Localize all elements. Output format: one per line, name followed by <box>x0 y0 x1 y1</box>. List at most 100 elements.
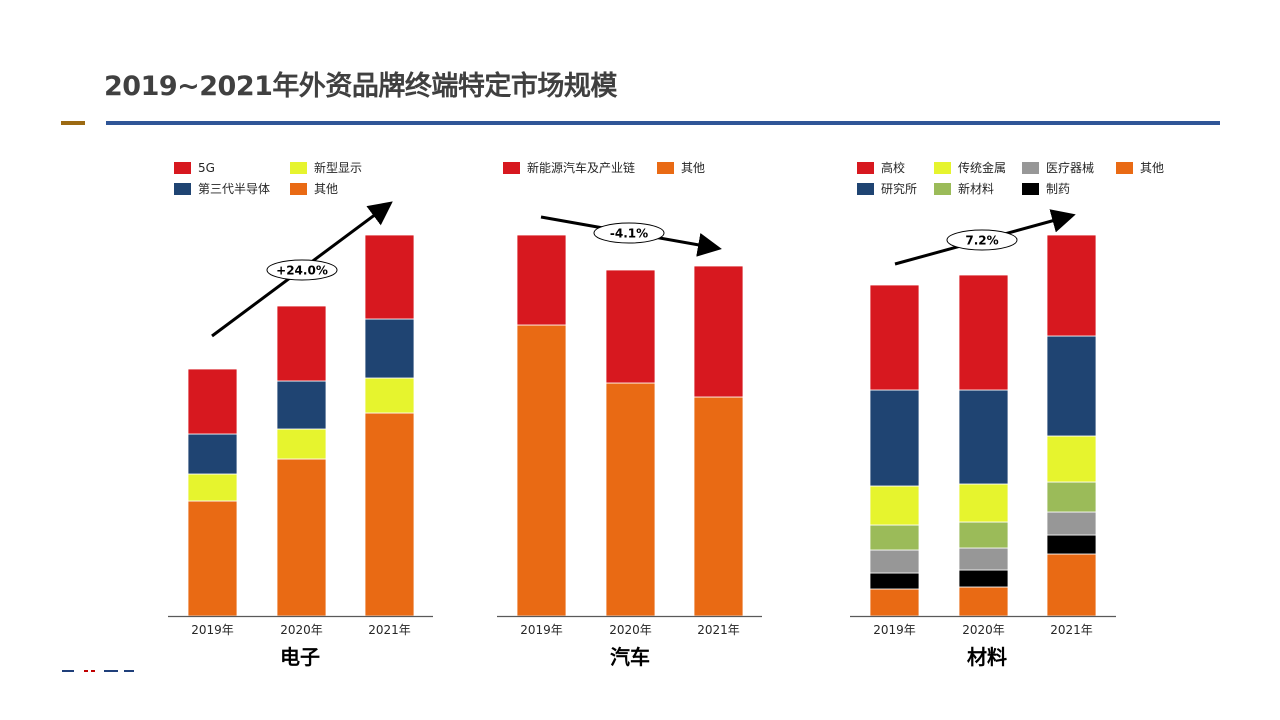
footer-logo-mark <box>62 670 137 673</box>
x-tick-label: 2019年 <box>520 623 563 637</box>
legend-item: 医疗器械 <box>1022 160 1094 175</box>
bar-segment <box>869 485 920 526</box>
x-tick-label: 2021年 <box>1050 623 1093 637</box>
legend-label: 其他 <box>314 182 338 196</box>
legend-label: 医疗器械 <box>1046 160 1094 175</box>
bar-segment <box>276 380 327 430</box>
bar-segment <box>1046 481 1097 513</box>
page-title: 2019~2021年外资品牌终端特定市场规模 <box>104 71 617 102</box>
bar-segment <box>869 389 920 487</box>
legend-swatch <box>174 162 191 174</box>
legend-swatch <box>1116 162 1133 174</box>
bar-segment <box>1046 335 1097 437</box>
bar-segment <box>1046 534 1097 555</box>
legend-swatch <box>934 162 951 174</box>
legend-swatch <box>503 162 520 174</box>
legend-item: 其他 <box>657 161 705 175</box>
bar-segment <box>187 473 238 502</box>
bar-segment <box>364 318 415 379</box>
bar-segment <box>869 549 920 574</box>
legend-label: 第三代半导体 <box>198 182 270 196</box>
x-tick-label: 2021年 <box>368 623 411 637</box>
bar-segment <box>958 521 1009 549</box>
legend-label: 新能源汽车及产业链 <box>527 160 635 175</box>
bar-segment <box>605 382 656 617</box>
bar-segment <box>693 265 744 398</box>
chart-title: 材料 <box>967 645 1007 669</box>
bar-segment <box>958 569 1009 588</box>
bar-segment <box>364 412 415 617</box>
bar-segment <box>1046 435 1097 483</box>
legend-label: 5G <box>198 161 215 175</box>
bar-segment <box>276 305 327 382</box>
legend-label: 高校 <box>881 160 905 175</box>
legend-swatch <box>174 183 191 195</box>
bar-segment <box>869 524 920 551</box>
bar-segment <box>958 274 1009 391</box>
bar-segment <box>869 284 920 391</box>
title-rule <box>106 121 1220 125</box>
legend-item: 传统金属 <box>934 160 1006 175</box>
legend-item: 其他 <box>1116 161 1164 175</box>
title-rule-accent <box>61 121 85 125</box>
legend-label: 其他 <box>1140 161 1164 175</box>
bar-segment <box>1046 553 1097 617</box>
legend-swatch <box>657 162 674 174</box>
legend-swatch <box>1022 162 1039 174</box>
legend-item: 5G <box>174 161 215 175</box>
legend-label: 新材料 <box>958 181 994 196</box>
bar-segment <box>693 396 744 617</box>
legend-label: 其他 <box>681 161 705 175</box>
legend-swatch <box>857 183 874 195</box>
legend-item: 新能源汽车及产业链 <box>503 160 635 175</box>
legend-item: 研究所 <box>857 181 917 196</box>
bar-segment <box>1046 234 1097 337</box>
legend-swatch <box>934 183 951 195</box>
bar-segment <box>276 458 327 617</box>
growth-label: -4.1% <box>610 227 648 241</box>
bar-segment <box>1046 511 1097 536</box>
legend-swatch <box>290 183 307 195</box>
legend-item: 第三代半导体 <box>174 182 270 196</box>
legend-item: 新材料 <box>934 181 994 196</box>
growth-label: +24.0% <box>276 264 328 278</box>
legend-item: 高校 <box>857 160 905 175</box>
chart-title: 汽车 <box>610 645 650 669</box>
x-tick-label: 2020年 <box>962 623 1005 637</box>
x-tick-label: 2021年 <box>697 623 740 637</box>
bar-segment <box>958 547 1009 571</box>
growth-badge <box>946 229 1018 251</box>
bar-segment <box>605 269 656 384</box>
bar-segment <box>364 234 415 320</box>
legend-swatch <box>857 162 874 174</box>
bar-segment <box>958 586 1009 617</box>
bar-segment <box>516 234 567 326</box>
bar-segment <box>364 377 415 414</box>
legend-label: 传统金属 <box>958 160 1006 175</box>
legend-swatch <box>1022 183 1039 195</box>
bar-segment <box>958 483 1009 523</box>
bar-segment <box>187 433 238 475</box>
growth-badge <box>593 222 665 244</box>
growth-label: 7.2% <box>965 234 998 248</box>
legend-label: 研究所 <box>881 181 917 196</box>
chart-title: 电子 <box>280 645 320 669</box>
bar-segment <box>869 572 920 590</box>
x-tick-label: 2020年 <box>280 623 323 637</box>
bar-segment <box>516 324 567 617</box>
x-tick-label: 2019年 <box>873 623 916 637</box>
x-tick-label: 2020年 <box>609 623 652 637</box>
growth-badge <box>266 259 338 281</box>
bar-segment <box>276 428 327 460</box>
bar-segment <box>958 389 1009 485</box>
legend-item: 制药 <box>1022 182 1070 196</box>
legend-item: 新型显示 <box>290 160 362 175</box>
legend-label: 制药 <box>1046 182 1070 196</box>
bar-segment <box>187 500 238 617</box>
bar-segment <box>187 368 238 435</box>
legend-swatch <box>290 162 307 174</box>
